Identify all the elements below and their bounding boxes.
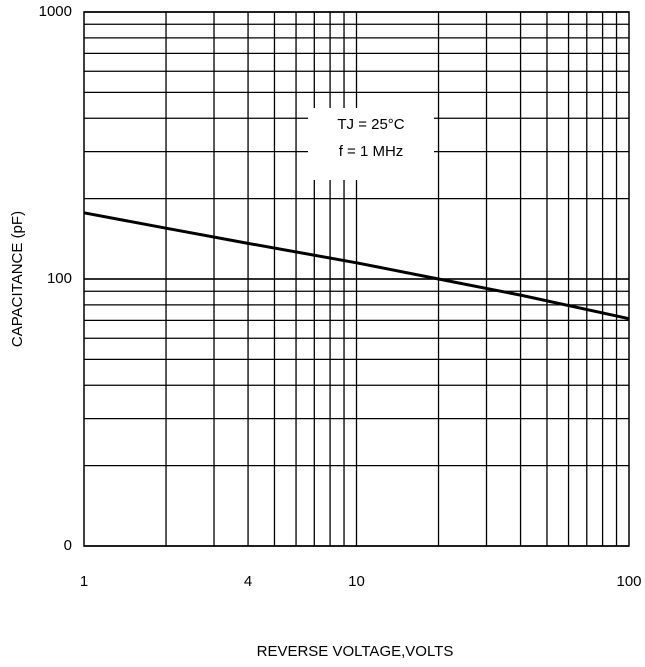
y-tick-label: 0 — [64, 537, 72, 554]
x-tick-label: 10 — [348, 573, 365, 590]
annotation: TJ = 25°C — [337, 116, 404, 133]
annotation-box — [308, 108, 434, 180]
x-axis-label: REVERSE VOLTAGE,VOLTS — [257, 643, 454, 660]
x-tick-label: 4 — [244, 573, 252, 590]
y-axis-label: CAPACITANCE (pF) — [9, 211, 26, 347]
annotation: f = 1 MHz — [339, 143, 404, 160]
y-tick-label: 100 — [47, 270, 72, 287]
x-tick-label: 100 — [616, 573, 641, 590]
x-tick-label: 1 — [80, 573, 88, 590]
curve — [83, 211, 630, 321]
y-tick-label: 1000 — [39, 3, 72, 20]
